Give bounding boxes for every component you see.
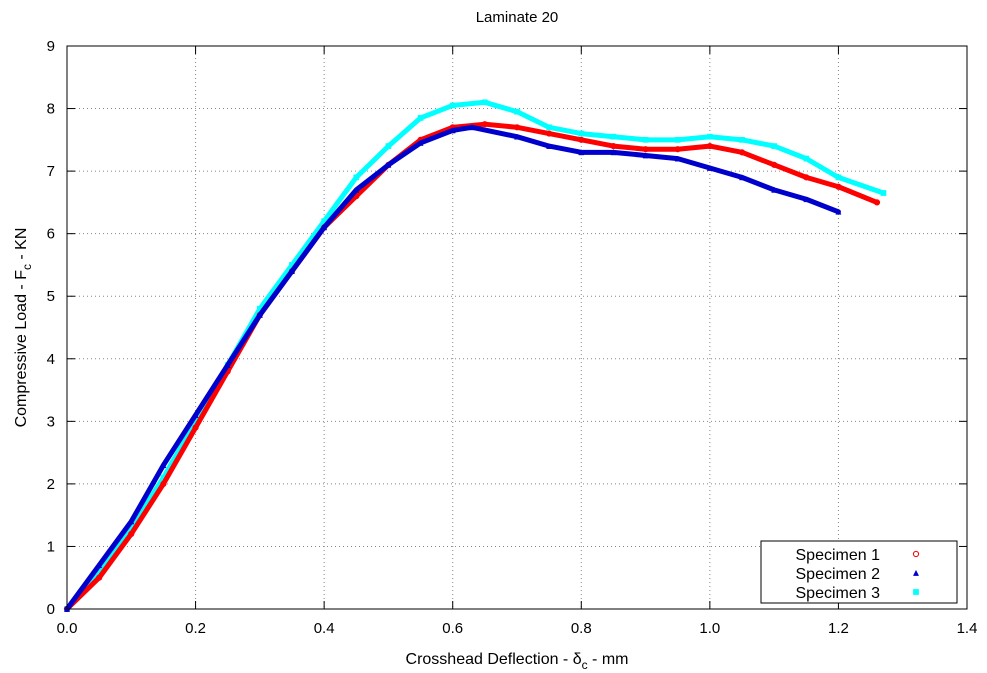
series-line xyxy=(64,124,841,612)
data-point xyxy=(706,142,713,150)
data-point xyxy=(321,224,328,231)
data-point xyxy=(449,127,456,134)
legend-box xyxy=(760,540,958,604)
plot-frame xyxy=(66,45,968,610)
data-point xyxy=(514,108,520,115)
data-point xyxy=(546,124,552,131)
data-point xyxy=(610,149,617,156)
legend-label: Specimen 1 xyxy=(796,547,881,564)
data-point xyxy=(578,130,585,137)
data-point xyxy=(128,530,135,538)
data-point xyxy=(642,136,649,143)
series-specimen-3 xyxy=(64,99,887,612)
y-tick-label: 5 xyxy=(47,288,55,305)
data-point xyxy=(546,142,553,149)
x-tick-label: 0.8 xyxy=(571,620,592,637)
y-axis-label: Compressive Load - Fc - KN xyxy=(13,228,34,428)
data-point xyxy=(482,99,488,106)
data-point xyxy=(880,190,887,196)
data-point xyxy=(835,208,842,215)
data-point xyxy=(160,461,167,468)
data-point xyxy=(160,480,167,487)
data-point xyxy=(835,174,842,181)
data-point xyxy=(771,143,777,149)
data-point xyxy=(835,183,842,190)
data-point xyxy=(385,143,392,149)
data-point xyxy=(642,146,649,153)
x-tick-label: 1.4 xyxy=(957,620,978,637)
data-point xyxy=(468,124,476,131)
data-point xyxy=(674,155,681,162)
data-point xyxy=(578,149,585,156)
y-tick-label: 2 xyxy=(47,476,55,493)
y-tick-label: 0 xyxy=(47,601,55,618)
x-tick-label: 0.0 xyxy=(57,620,78,637)
data-point xyxy=(738,149,746,156)
data-point xyxy=(417,139,424,146)
y-tick-label: 6 xyxy=(47,226,55,243)
data-point xyxy=(610,133,617,140)
plot-series xyxy=(63,99,887,613)
x-tick-label: 1.0 xyxy=(699,620,720,637)
y-tick-label: 9 xyxy=(47,38,55,55)
data-point xyxy=(353,174,360,181)
data-point xyxy=(192,424,199,431)
chart-title: Laminate 20 xyxy=(476,9,559,26)
data-point xyxy=(96,574,103,581)
data-point xyxy=(674,136,681,143)
y-tick-label: 1 xyxy=(47,538,55,555)
legend-label: Specimen 3 xyxy=(796,585,881,602)
legend-label: Specimen 2 xyxy=(796,566,881,583)
y-tick-label: 7 xyxy=(47,163,55,180)
data-point xyxy=(224,361,231,368)
data-point xyxy=(449,102,456,109)
x-axis-label: Crosshead Deflection - δc - mm xyxy=(406,651,629,672)
data-point xyxy=(481,121,488,128)
data-point xyxy=(803,196,810,203)
x-tick-label: 0.6 xyxy=(442,620,463,637)
legend-marker xyxy=(912,550,920,558)
legend-marker xyxy=(913,589,919,595)
y-tick-label: 8 xyxy=(47,101,55,118)
data-point xyxy=(771,186,778,193)
data-point xyxy=(385,161,392,168)
y-tick-label: 3 xyxy=(47,413,55,430)
series-specimen-2 xyxy=(63,124,842,612)
data-point xyxy=(707,133,713,140)
data-point xyxy=(417,115,424,121)
series-specimen-1 xyxy=(63,121,881,613)
data-point xyxy=(803,155,810,162)
data-point xyxy=(288,268,296,275)
data-point xyxy=(706,164,713,171)
data-point xyxy=(96,562,103,569)
series-line xyxy=(64,121,880,612)
data-point xyxy=(513,124,521,131)
x-tick-label: 0.4 xyxy=(314,620,335,637)
x-tick-label: 1.2 xyxy=(828,620,849,637)
data-point xyxy=(642,152,649,159)
data-point xyxy=(674,146,681,153)
grid xyxy=(67,46,967,609)
data-point xyxy=(128,518,135,525)
axis-ticks: 0.0 0.2 0.4 0.6 0.8 1.0 1.2 1.4 0 1 2 3 4 5 6 7 8 9 xyxy=(47,38,978,637)
data-point xyxy=(803,174,810,181)
legend-marker xyxy=(912,569,920,576)
data-point xyxy=(771,161,778,168)
data-point xyxy=(546,130,553,137)
data-point xyxy=(192,411,199,418)
data-point xyxy=(873,199,881,206)
legend: Specimen 1 Specimen 2 Specimen 3 xyxy=(760,540,958,604)
data-point xyxy=(513,133,521,140)
data-point xyxy=(739,136,745,143)
data-point xyxy=(256,311,263,318)
series-line xyxy=(64,99,886,612)
data-point xyxy=(610,142,617,150)
data-point xyxy=(738,174,746,181)
x-tick-label: 0.2 xyxy=(185,620,206,637)
data-point xyxy=(578,136,585,143)
data-point xyxy=(353,186,360,193)
y-tick-label: 4 xyxy=(47,351,55,368)
